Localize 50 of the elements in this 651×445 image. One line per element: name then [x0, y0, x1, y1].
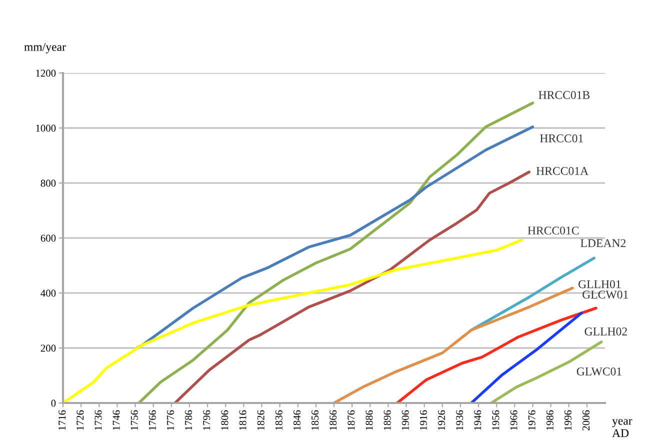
x-tick-label: 1976 [528, 410, 536, 430]
y-tick-label: 0 [51, 400, 56, 407]
y-tick-label: 1200 [36, 70, 56, 77]
series-label: GLLH01 [578, 280, 621, 288]
y-tick-label: 600 [40, 234, 56, 242]
series-label: GLLH02 [584, 328, 627, 336]
x-tick-label: 1936 [456, 410, 464, 430]
series-label: HRCC01A [536, 166, 588, 175]
x-tick-label: 1736 [94, 410, 102, 430]
line-series [332, 286, 574, 403]
x-tick-label: 1886 [366, 410, 373, 430]
y-axis-title: mm/year [24, 43, 66, 54]
series-label: GLWC01 [576, 367, 622, 376]
x-tick-label: 1986 [546, 410, 554, 430]
x-tick-label: 1876 [348, 410, 355, 430]
x-tick-label: 1726 [76, 410, 84, 430]
x-tick-label: 1776 [167, 410, 174, 430]
series-label: HRCC01C [528, 226, 579, 235]
x-tick-label: 1916 [420, 410, 427, 430]
series-label: LDEAN2 [580, 239, 626, 248]
series-label: GLCW01 [582, 290, 628, 299]
x-tick-label: 1756 [130, 410, 138, 430]
x-tick-label: 1836 [275, 410, 282, 430]
x-tick-label: 2006 [582, 410, 590, 430]
x-tick-label: 1786 [185, 410, 192, 430]
series-label: HRCC01B [538, 91, 590, 99]
x-tick-label: 1926 [438, 410, 446, 430]
y-tick-label: 200 [40, 344, 56, 352]
line-series [63, 238, 524, 403]
x-tick-label: 1856 [312, 410, 319, 430]
x-tick-label: 1746 [112, 410, 120, 430]
x-tick-label: 1816 [239, 410, 246, 430]
x-tick-label: 1846 [293, 410, 300, 430]
x-tick-label: 1906 [402, 410, 409, 430]
x-tick-label: 1866 [330, 410, 337, 430]
x-tick-label: 1956 [492, 410, 500, 430]
x-tick-label: 1796 [203, 410, 210, 430]
x-tick-label: 1946 [474, 410, 482, 430]
x-tick-label: 1826 [257, 410, 264, 430]
series-label: HRCC01 [540, 134, 583, 142]
x-tick-label: 1966 [510, 410, 518, 430]
x-axis-title: year AD [612, 419, 632, 438]
x-tick-label: 1766 [148, 410, 156, 430]
y-tick-label: 800 [40, 180, 56, 187]
x-tick-label: 1996 [564, 410, 572, 430]
x-tick-label: 1716 [58, 410, 66, 430]
y-tick-label: 400 [40, 290, 56, 297]
x-tick-label: 1896 [384, 410, 391, 430]
y-tick-label: 1000 [36, 124, 56, 132]
x-tick-label: 1806 [221, 410, 228, 430]
